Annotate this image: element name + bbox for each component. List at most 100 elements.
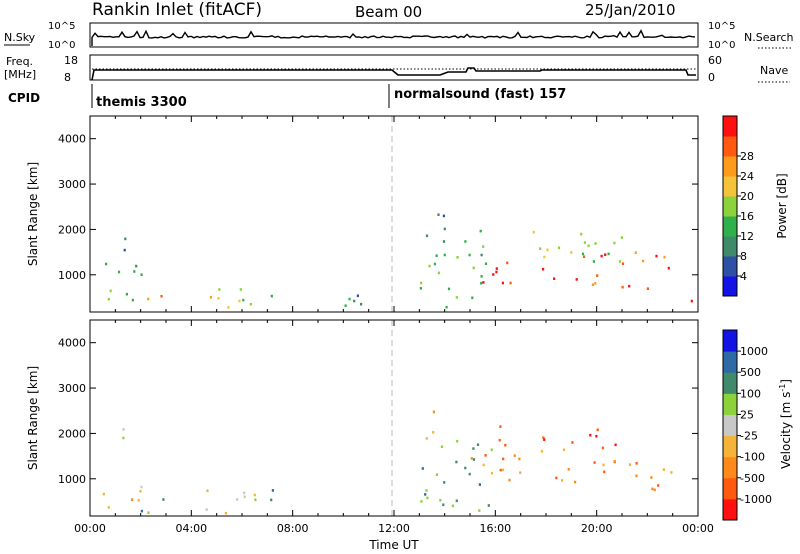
y-tick-label: 1000 — [58, 473, 86, 486]
data-cell — [594, 282, 597, 285]
data-cell — [591, 283, 594, 286]
data-cell — [139, 489, 142, 493]
data-cell — [628, 284, 631, 288]
data-cell — [492, 273, 495, 276]
data-cell — [498, 438, 501, 442]
cpid-segment-1: themis 3300 — [96, 95, 187, 110]
data-cell — [653, 488, 656, 492]
data-cell — [596, 428, 599, 432]
colorbar-tick-label: 20 — [740, 190, 754, 203]
data-cell — [437, 271, 440, 275]
cpid-segment-2: normalsound (fast) 157 — [394, 87, 566, 102]
data-cell — [655, 254, 658, 258]
data-cell — [478, 509, 481, 512]
data-cell — [344, 304, 347, 307]
data-cell — [442, 214, 445, 218]
velocity-data — [102, 410, 673, 515]
data-cell — [613, 241, 616, 245]
data-cell — [509, 281, 512, 285]
nsky-tick-bottom: 10^0 — [48, 40, 75, 51]
freq-unit: [MHz] — [4, 68, 36, 81]
data-cell — [487, 504, 490, 507]
data-cell — [353, 299, 356, 303]
data-cell — [238, 299, 241, 303]
data-cell — [356, 294, 359, 298]
data-cell — [484, 454, 487, 457]
data-cell — [348, 297, 351, 301]
data-cell — [490, 448, 493, 452]
data-cell — [539, 247, 542, 250]
data-cell — [502, 457, 505, 461]
data-cell — [504, 443, 507, 447]
data-cell — [109, 289, 112, 293]
power-colorbar-label: Power [dB] — [775, 173, 789, 238]
data-cell — [133, 270, 136, 273]
power-colorbar: 4 8 12 16 20 24 28 Power [dB] — [722, 115, 789, 297]
data-cell — [425, 437, 428, 440]
data-cell — [468, 472, 471, 476]
data-cell — [432, 410, 435, 414]
colorbar-tick-label: 28 — [740, 150, 754, 163]
data-cell — [125, 292, 128, 296]
nsearch-tick-top: 10^5 — [708, 21, 735, 32]
data-cell — [440, 445, 444, 448]
colorbar-segment — [723, 456, 737, 479]
velocity-colorbar-label: Velocity [m s-1] — [778, 379, 793, 469]
data-cell — [571, 441, 574, 444]
colorbar-segment — [723, 136, 737, 157]
colorbar-tick-label: 4 — [740, 270, 747, 283]
data-cell — [482, 245, 485, 248]
data-cell — [574, 480, 577, 484]
data-cell — [471, 296, 474, 300]
colorbar-tick-label: 100 — [740, 387, 761, 400]
data-cell — [557, 246, 561, 250]
data-cell — [105, 262, 108, 266]
nave-tick-top: 60 — [708, 54, 722, 67]
data-cell — [439, 498, 442, 502]
data-cell — [420, 500, 423, 503]
y-tick-label: 2000 — [58, 427, 86, 440]
data-cell — [140, 273, 143, 276]
cpid-label: CPID — [8, 91, 40, 105]
data-cell — [621, 285, 624, 289]
data-cell — [242, 298, 245, 302]
data-cell — [464, 466, 467, 470]
x-tick-label: 08:00 — [277, 522, 309, 535]
freq-panel: Freq. [MHz] 18 8 60 0 Nave — [4, 54, 790, 84]
beam-title: Beam 00 — [355, 3, 422, 21]
data-cell — [583, 255, 586, 258]
colorbar-segment — [723, 330, 737, 352]
data-cell — [419, 287, 422, 290]
data-cell — [443, 253, 446, 257]
data-cell — [570, 251, 573, 254]
data-cell — [670, 471, 673, 474]
data-cell — [472, 458, 476, 461]
freq-trace — [91, 67, 696, 81]
y-tick-label: 3000 — [58, 178, 86, 191]
y-tick-label: 4000 — [58, 337, 86, 350]
data-cell — [479, 229, 482, 233]
data-cell — [613, 460, 616, 463]
freq-label: Freq. — [6, 55, 33, 68]
data-cell — [480, 275, 483, 278]
data-cell — [583, 241, 586, 244]
x-tick-label: 04:00 — [175, 522, 207, 535]
data-cell — [593, 461, 596, 464]
nsky-panel: N.Sky 10^5 10^0 10^5 10^0 N.Search — [4, 21, 794, 51]
x-tick-label: 12:00 — [378, 522, 410, 535]
y-tick-label: 1000 — [58, 269, 86, 282]
data-cell — [271, 489, 274, 492]
data-cell — [455, 296, 458, 299]
colorbar-tick-label: 24 — [740, 170, 754, 183]
data-cell — [432, 431, 435, 434]
data-cell — [480, 253, 483, 257]
data-cell — [614, 443, 617, 447]
velocity-y-ticks: 1000 2000 3000 4000 — [58, 337, 698, 486]
data-cell — [162, 498, 165, 501]
data-cell — [651, 487, 654, 491]
colorbar-segment — [723, 276, 737, 297]
data-cell — [424, 493, 427, 496]
colorbar-segment — [723, 477, 737, 500]
data-cell — [243, 491, 246, 495]
freq-tick-bottom: 8 — [64, 71, 71, 84]
